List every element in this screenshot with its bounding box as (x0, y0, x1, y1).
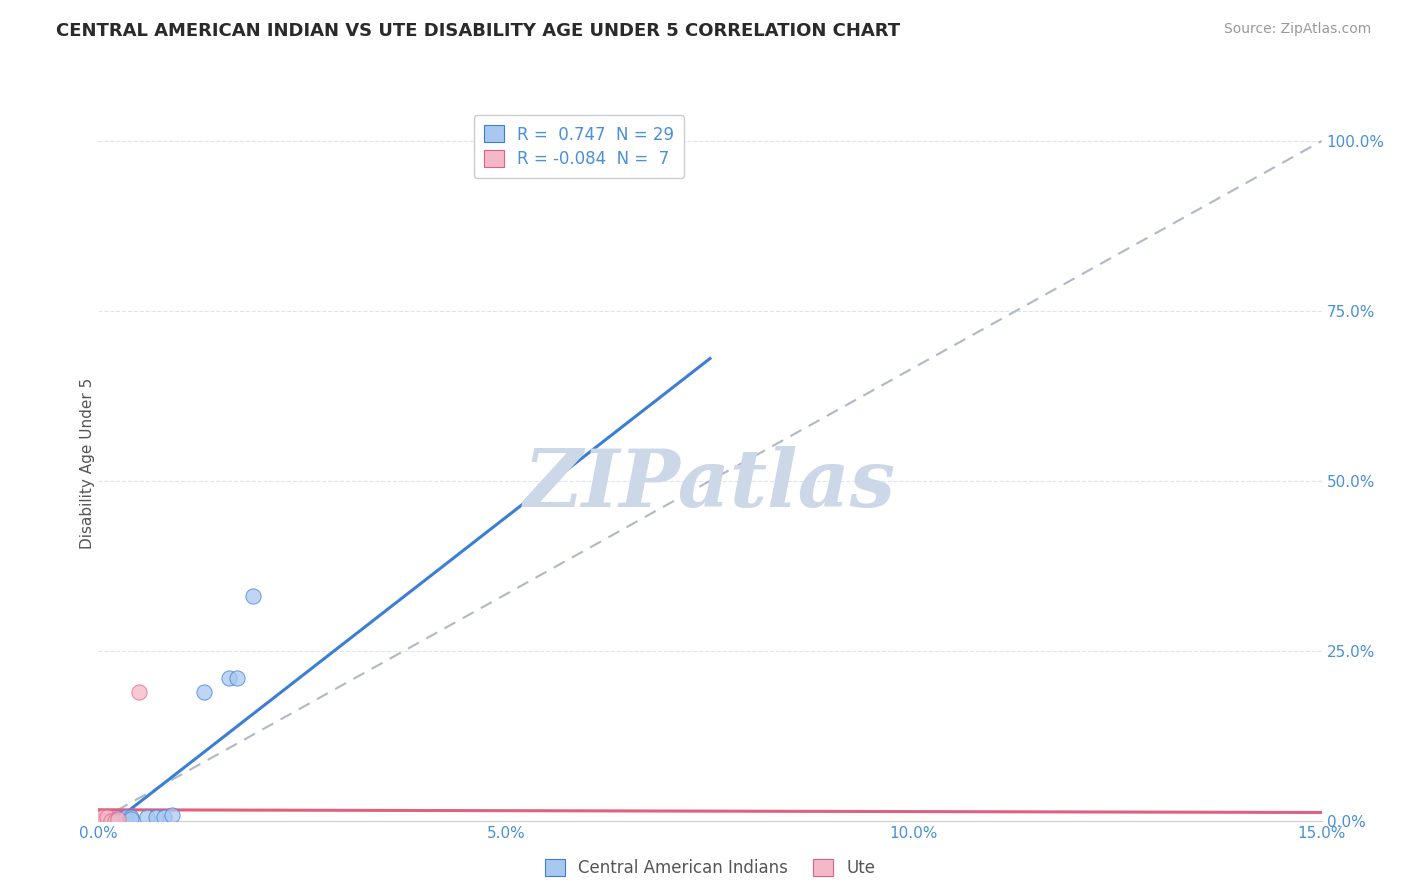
Point (226, 671, 249, 685)
Point (115, 809, 138, 823)
Point (136, 810, 159, 824)
Point (110, 812, 132, 826)
Point (98, 814, 121, 828)
Point (152, 810, 174, 824)
Point (145, 810, 167, 824)
Text: Source: ZipAtlas.com: Source: ZipAtlas.com (1223, 22, 1371, 37)
Point (104, 814, 127, 828)
Point (120, 812, 142, 826)
Point (120, 809, 142, 823)
Point (111, 812, 134, 826)
Point (89, 814, 111, 828)
Point (89, 814, 111, 828)
Point (218, 671, 240, 685)
Point (114, 812, 136, 826)
Y-axis label: Disability Age Under 5: Disability Age Under 5 (80, 378, 94, 549)
Point (100, 814, 122, 828)
Point (101, 814, 124, 828)
Point (107, 814, 129, 828)
Point (97, 814, 120, 828)
Text: ZIPatlas: ZIPatlas (524, 447, 896, 524)
Point (94, 814, 117, 828)
Point (104, 814, 127, 828)
Point (91, 814, 114, 828)
Point (128, 684, 150, 698)
Point (193, 684, 215, 698)
Point (96, 810, 118, 824)
Point (105, 814, 128, 828)
Point (111, 814, 134, 828)
Point (90, 814, 112, 828)
Point (107, 812, 129, 826)
Point (96, 814, 118, 828)
Point (108, 812, 131, 826)
Point (91, 810, 114, 824)
Point (160, 808, 183, 822)
Point (104, 812, 127, 826)
Legend: Central American Indians, Ute: Central American Indians, Ute (538, 852, 882, 884)
Text: CENTRAL AMERICAN INDIAN VS UTE DISABILITY AGE UNDER 5 CORRELATION CHART: CENTRAL AMERICAN INDIAN VS UTE DISABILIT… (56, 22, 900, 40)
Point (100, 814, 122, 828)
Point (242, 590, 264, 604)
